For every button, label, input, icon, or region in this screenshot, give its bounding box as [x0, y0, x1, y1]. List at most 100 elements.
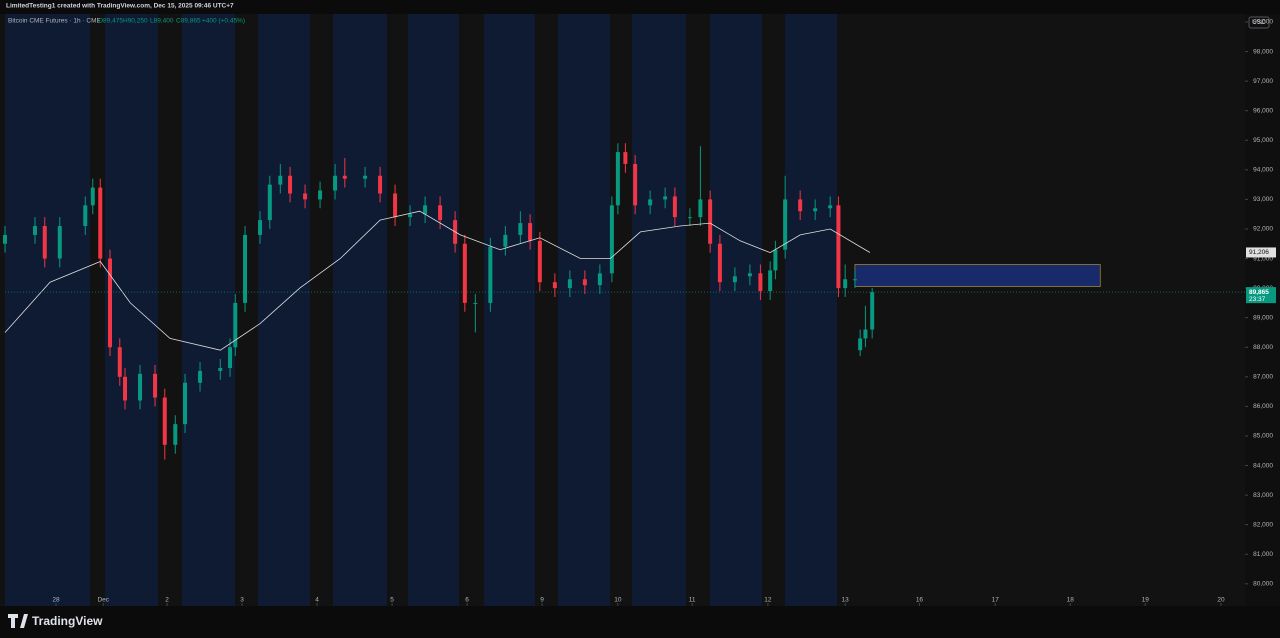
x-tick-label: Dec	[97, 597, 109, 604]
legend-close: C89,865	[176, 18, 201, 25]
x-tick-label: 20	[1217, 597, 1225, 604]
currency-box[interactable]	[1248, 16, 1270, 29]
y-tick-label: 80,000	[1253, 581, 1273, 588]
y-tick-label: 89,000	[1253, 314, 1273, 321]
y-tick-label: 95,000	[1253, 137, 1273, 144]
candle-body	[758, 273, 763, 292]
y-tick-label: 91,000	[1253, 255, 1273, 262]
x-tick-label: 18	[1067, 597, 1075, 604]
candle-body	[83, 205, 88, 227]
last-price-label: 89,865	[1249, 289, 1269, 296]
candle-body	[773, 249, 778, 271]
y-tick-label: 87,000	[1253, 374, 1273, 381]
symbol: Bitcoin CME Futures · 1h · CME	[8, 18, 101, 25]
candle-body	[648, 199, 653, 206]
candle-body	[438, 205, 443, 221]
y-tick-label: 88,000	[1253, 344, 1273, 351]
x-tick-label: 6	[465, 597, 469, 604]
candle-body	[423, 205, 428, 215]
candle-body	[488, 246, 493, 303]
y-tick-label: 81,000	[1253, 551, 1273, 558]
candle-body	[138, 373, 143, 401]
x-tick-label: 5	[390, 597, 394, 604]
zone	[854, 264, 1101, 287]
candle-body	[33, 226, 38, 235]
credit: LimitedTesting1 created with TradingView…	[6, 3, 234, 10]
ma-tag	[1246, 247, 1276, 258]
x-tick-label: 9	[540, 597, 544, 604]
x-tick-label: 11	[689, 597, 696, 604]
y-tick-label: 83,000	[1253, 492, 1273, 499]
y-tick-label: 97,000	[1253, 78, 1273, 85]
candle-body	[57, 226, 62, 259]
y-tick-label: 92,000	[1253, 226, 1273, 233]
candle-body	[233, 302, 238, 348]
candle-body	[623, 152, 628, 164]
x-tick-label: 4	[315, 597, 319, 604]
candle-body	[528, 223, 533, 241]
candle-body	[828, 205, 833, 209]
x-tick-label: 10	[614, 597, 622, 604]
candle-body	[473, 302, 478, 304]
candle-body	[863, 329, 868, 339]
candle-body	[267, 184, 272, 221]
candle-body	[173, 424, 178, 445]
y-tick-label: 96,000	[1253, 107, 1273, 114]
candle-body	[123, 376, 128, 401]
candle-body	[597, 273, 602, 286]
candle-body	[732, 276, 737, 283]
x-tick-label: 19	[1142, 597, 1150, 604]
candle-body	[852, 279, 857, 281]
x-tick-label: 16	[916, 597, 924, 604]
x-tick-label: 17	[992, 597, 1000, 604]
candle-body	[363, 175, 368, 179]
candle-body	[162, 397, 167, 445]
candle-body	[633, 163, 638, 206]
candle-body	[183, 382, 188, 425]
candle-body	[747, 273, 752, 277]
price-axis	[1245, 14, 1280, 606]
candle-body	[783, 199, 788, 250]
x-tick-label: 12	[764, 597, 772, 604]
candle-body	[798, 199, 803, 212]
candle-body	[698, 199, 703, 218]
x-tick-label: 28	[52, 597, 60, 604]
legend-change: +400 (+0.45%)	[202, 18, 245, 25]
currency[interactable]: USD	[1252, 19, 1266, 26]
candle-body	[288, 175, 293, 194]
candle-body	[318, 190, 323, 200]
countdown: 23:37	[1249, 296, 1266, 303]
x-tick-label: 2	[165, 597, 169, 604]
candle-body	[672, 196, 677, 218]
candle-body	[503, 234, 508, 247]
candle-body	[768, 270, 773, 292]
candle-body	[393, 193, 398, 218]
candle-body	[42, 226, 47, 259]
session-stripes	[5, 14, 837, 606]
ma-label: 91,206	[1249, 249, 1269, 256]
candle-body	[278, 175, 283, 185]
candle-body	[687, 217, 692, 219]
candle-body	[609, 205, 614, 274]
brand: TradingView	[32, 614, 103, 628]
candle-body	[663, 196, 668, 200]
candle-body	[615, 152, 620, 206]
y-tick-label: 86,000	[1253, 403, 1273, 410]
candle-body	[198, 370, 203, 383]
y-tick-label: 85,000	[1253, 433, 1273, 440]
candle-body	[333, 175, 338, 191]
candle-body	[858, 338, 863, 351]
candle-body	[218, 367, 223, 371]
candle-body	[258, 220, 263, 235]
y-tick-label: 84,000	[1253, 462, 1273, 469]
last-price-tag	[1246, 287, 1276, 304]
candle-body	[108, 258, 113, 348]
legend-open: O89,475	[98, 18, 123, 25]
y-tick-label: 82,000	[1253, 521, 1273, 528]
candle-body	[303, 193, 308, 200]
candle-body	[582, 279, 587, 286]
candle-body	[153, 373, 158, 398]
candle-body	[717, 243, 722, 283]
candle-body	[228, 347, 233, 368]
